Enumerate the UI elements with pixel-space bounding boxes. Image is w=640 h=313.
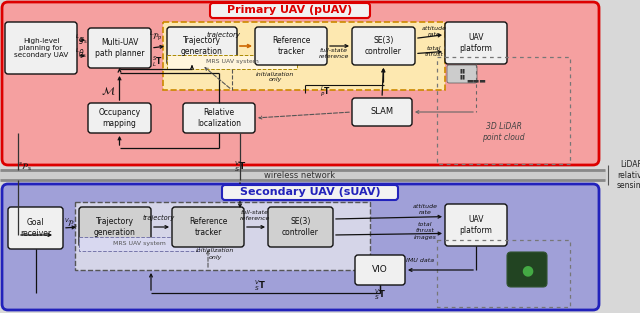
FancyBboxPatch shape: [8, 207, 63, 249]
Text: attitude: attitude: [413, 204, 438, 209]
FancyBboxPatch shape: [167, 27, 237, 65]
Text: MRS UAV system: MRS UAV system: [113, 242, 165, 247]
Text: reference: reference: [240, 217, 270, 222]
FancyBboxPatch shape: [5, 22, 77, 74]
Text: High-level
planning for
secondary UAV: High-level planning for secondary UAV: [14, 38, 68, 58]
Text: ▬▬▬: ▬▬▬: [466, 77, 486, 83]
Text: Trajectory
generation: Trajectory generation: [94, 217, 136, 237]
FancyBboxPatch shape: [255, 27, 327, 65]
FancyBboxPatch shape: [172, 207, 244, 247]
Text: only: only: [208, 254, 221, 259]
Text: trajectory: trajectory: [207, 32, 241, 38]
Text: SE(3)
controller: SE(3) controller: [282, 217, 319, 237]
Text: VIO: VIO: [372, 265, 388, 275]
Text: ●: ●: [521, 263, 533, 277]
Text: full-state: full-state: [320, 48, 348, 53]
Text: $^L\mathcal{P}_\mathrm{P}$: $^L\mathcal{P}_\mathrm{P}$: [149, 29, 163, 43]
Text: $^S_L\mathbf{T}$: $^S_L\mathbf{T}$: [152, 54, 163, 69]
FancyBboxPatch shape: [210, 3, 370, 18]
Text: images: images: [413, 234, 436, 239]
Text: $^L\theta_\mathrm{s}$: $^L\theta_\mathrm{s}$: [75, 46, 87, 60]
Text: rate: rate: [428, 32, 440, 37]
Text: wireless network: wireless network: [264, 171, 335, 179]
FancyBboxPatch shape: [2, 184, 599, 310]
Text: $^L_P\mathbf{T}$: $^L_P\mathbf{T}$: [319, 85, 330, 100]
FancyBboxPatch shape: [268, 207, 333, 247]
Text: $^V_S\mathbf{T}$: $^V_S\mathbf{T}$: [234, 160, 246, 174]
Text: initialization: initialization: [196, 249, 234, 254]
FancyBboxPatch shape: [352, 27, 415, 65]
Text: attitude: attitude: [422, 25, 447, 30]
Text: LiDAR
relative
sensing: LiDAR relative sensing: [617, 160, 640, 190]
Text: initialization: initialization: [256, 71, 294, 76]
Text: thrust: thrust: [424, 52, 444, 57]
FancyBboxPatch shape: [183, 103, 255, 133]
Text: Reference
tracker: Reference tracker: [189, 217, 227, 237]
Text: Goal
receiver: Goal receiver: [20, 218, 51, 238]
FancyBboxPatch shape: [79, 207, 151, 247]
Text: Trajectory
generation: Trajectory generation: [181, 36, 223, 56]
Bar: [437, 57, 570, 164]
Bar: [75, 202, 370, 270]
Text: $^L g_\mathrm{s}$: $^L g_\mathrm{s}$: [75, 33, 87, 47]
Text: $^V_S\mathbf{T}$: $^V_S\mathbf{T}$: [374, 288, 386, 302]
Text: Reference
tracker: Reference tracker: [272, 36, 310, 56]
Text: $^s\mathcal{P}_\mathrm{s}$: $^s\mathcal{P}_\mathrm{s}$: [18, 161, 32, 173]
FancyBboxPatch shape: [352, 98, 412, 126]
FancyBboxPatch shape: [222, 185, 398, 200]
Text: Multi-UAV
path planner: Multi-UAV path planner: [95, 38, 144, 58]
FancyBboxPatch shape: [507, 252, 547, 287]
Text: full-state: full-state: [241, 209, 269, 214]
Text: Primary UAV (pUAV): Primary UAV (pUAV): [227, 5, 353, 15]
Text: thrust: thrust: [415, 228, 435, 233]
FancyBboxPatch shape: [88, 28, 151, 68]
Text: ▮▮
▮▮: ▮▮ ▮▮: [459, 69, 465, 80]
Text: reference: reference: [319, 54, 349, 59]
FancyBboxPatch shape: [445, 204, 507, 246]
FancyBboxPatch shape: [2, 2, 599, 165]
FancyBboxPatch shape: [88, 103, 151, 133]
Text: only: only: [268, 78, 282, 83]
Text: Secondary UAV (sUAV): Secondary UAV (sUAV): [240, 187, 380, 197]
Text: SE(3)
controller: SE(3) controller: [365, 36, 402, 56]
Bar: [437, 240, 570, 307]
Text: MRS UAV system: MRS UAV system: [205, 59, 259, 64]
Text: $\mathcal{M}$: $\mathcal{M}$: [100, 85, 115, 97]
Text: $^V\mathcal{P}_\mathrm{s}$: $^V\mathcal{P}_\mathrm{s}$: [64, 216, 78, 230]
Bar: [167, 55, 297, 69]
FancyBboxPatch shape: [355, 255, 405, 285]
Text: UAV
platform: UAV platform: [460, 215, 492, 235]
Text: total: total: [427, 45, 441, 50]
Text: total: total: [418, 223, 432, 228]
Text: IMU data: IMU data: [406, 259, 434, 264]
Text: $^V_S\mathbf{T}$: $^V_S\mathbf{T}$: [254, 279, 266, 294]
Text: Occupancy
mapping: Occupancy mapping: [99, 108, 141, 128]
Bar: [79, 237, 199, 251]
FancyBboxPatch shape: [445, 22, 507, 64]
Text: UAV
platform: UAV platform: [460, 33, 492, 53]
Text: trajectory: trajectory: [143, 215, 175, 221]
Text: SLAM: SLAM: [371, 107, 394, 116]
Text: Relative
localization: Relative localization: [197, 108, 241, 128]
Text: rate: rate: [419, 211, 431, 215]
Bar: [163, 22, 445, 90]
Text: 3D LiDAR
point cloud: 3D LiDAR point cloud: [482, 122, 525, 141]
FancyBboxPatch shape: [447, 65, 477, 83]
